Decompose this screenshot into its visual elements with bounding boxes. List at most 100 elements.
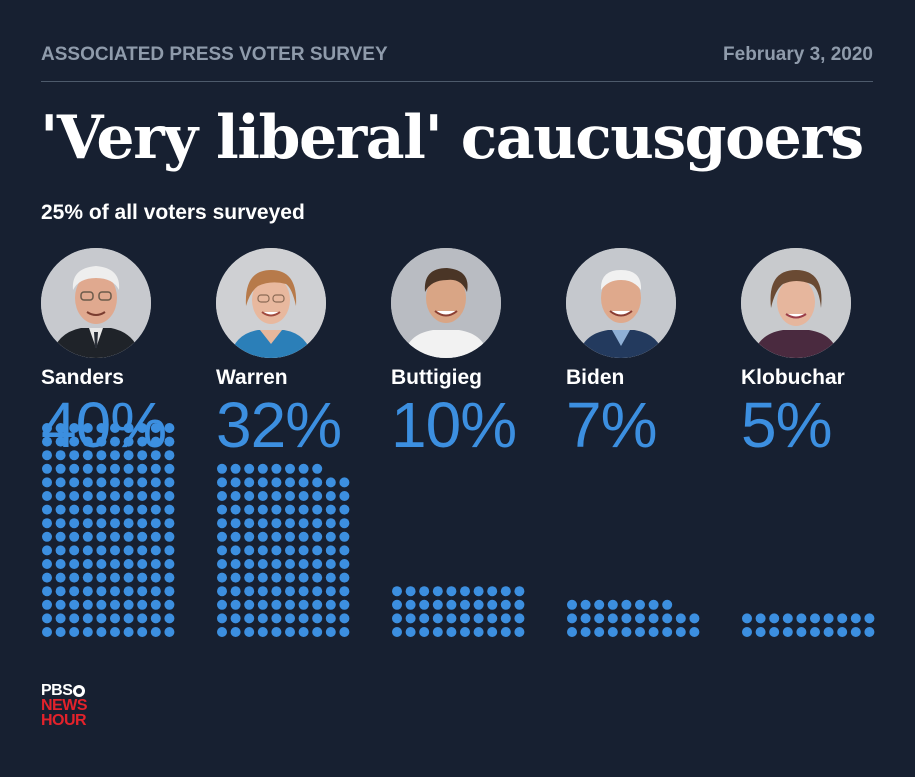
dot xyxy=(823,613,834,624)
dot xyxy=(150,531,161,542)
dot xyxy=(742,613,752,624)
dot xyxy=(325,518,336,529)
dot xyxy=(460,627,470,637)
dot xyxy=(164,613,175,624)
dot xyxy=(244,491,255,501)
dot xyxy=(55,599,66,610)
dot xyxy=(42,504,52,515)
dot xyxy=(325,613,336,624)
dot xyxy=(257,477,268,488)
dot xyxy=(742,627,752,637)
dot xyxy=(123,545,134,556)
dot xyxy=(271,491,282,501)
dot xyxy=(257,545,268,556)
dot xyxy=(82,463,93,474)
dot xyxy=(285,599,295,610)
dot xyxy=(164,545,175,556)
dot xyxy=(42,627,52,637)
logo-line1: PBS xyxy=(41,682,73,699)
dot xyxy=(594,627,605,637)
dot xyxy=(69,572,80,583)
dot xyxy=(96,463,107,474)
chart-subtitle: 25% of all voters surveyed xyxy=(41,201,305,224)
dot xyxy=(689,627,700,637)
dot xyxy=(82,504,93,515)
dot xyxy=(823,627,834,637)
dot xyxy=(69,545,80,556)
dot xyxy=(137,545,148,556)
dot xyxy=(339,559,350,569)
dot xyxy=(271,627,282,637)
dot xyxy=(271,518,282,529)
candidate-name: Warren xyxy=(216,366,288,389)
dot xyxy=(864,627,875,637)
dot xyxy=(123,599,134,610)
dot xyxy=(339,586,350,597)
dot xyxy=(164,586,175,597)
dot xyxy=(110,613,120,624)
dot xyxy=(339,491,350,501)
dot xyxy=(244,599,255,610)
dot xyxy=(796,627,807,637)
warren-portrait xyxy=(216,248,326,358)
dot xyxy=(271,504,282,515)
dot xyxy=(580,627,591,637)
dot xyxy=(271,531,282,542)
dot xyxy=(285,518,295,529)
dot xyxy=(635,627,645,637)
dot xyxy=(271,586,282,597)
dot xyxy=(298,491,309,501)
dot xyxy=(217,477,227,488)
dot xyxy=(123,477,134,488)
dot xyxy=(339,531,350,542)
dot xyxy=(392,599,402,610)
dot xyxy=(164,627,175,637)
candidate-column-buttigieg: Buttigieg 10% xyxy=(391,248,566,459)
dot xyxy=(110,531,120,542)
dot xyxy=(473,586,484,597)
dot xyxy=(446,627,457,637)
dot xyxy=(782,627,793,637)
dot xyxy=(55,531,66,542)
dot xyxy=(230,463,241,474)
dot xyxy=(230,572,241,583)
survey-header: ASSOCIATED PRESS VOTER SURVEY February 3… xyxy=(41,43,873,67)
dot xyxy=(150,559,161,569)
dot-group-buttigieg xyxy=(392,586,525,637)
dot xyxy=(312,613,323,624)
dot xyxy=(312,463,323,474)
dot xyxy=(244,613,255,624)
dot xyxy=(123,613,134,624)
survey-date: February 3, 2020 xyxy=(723,44,873,65)
dot xyxy=(150,586,161,597)
dot xyxy=(230,613,241,624)
dot xyxy=(230,491,241,501)
dot xyxy=(405,613,416,624)
dot xyxy=(55,463,66,474)
dot xyxy=(69,504,80,515)
dot xyxy=(164,572,175,583)
dot xyxy=(42,572,52,583)
dot xyxy=(621,613,632,624)
dot xyxy=(405,627,416,637)
dot xyxy=(500,613,511,624)
candidate-percent: 5% xyxy=(741,389,833,461)
dot xyxy=(500,627,511,637)
dot xyxy=(339,627,350,637)
dot xyxy=(298,599,309,610)
dot xyxy=(298,531,309,542)
dot xyxy=(82,599,93,610)
dot xyxy=(69,531,80,542)
candidate-column-warren: Warren 32% xyxy=(216,248,391,459)
candidate-percent: 32% xyxy=(216,389,342,461)
dot xyxy=(150,491,161,501)
dot xyxy=(55,518,66,529)
dot xyxy=(137,477,148,488)
dot xyxy=(82,518,93,529)
dot xyxy=(96,613,107,624)
dot xyxy=(648,599,659,610)
dot xyxy=(850,613,861,624)
dot xyxy=(339,599,350,610)
dot xyxy=(96,477,107,488)
dot xyxy=(271,572,282,583)
